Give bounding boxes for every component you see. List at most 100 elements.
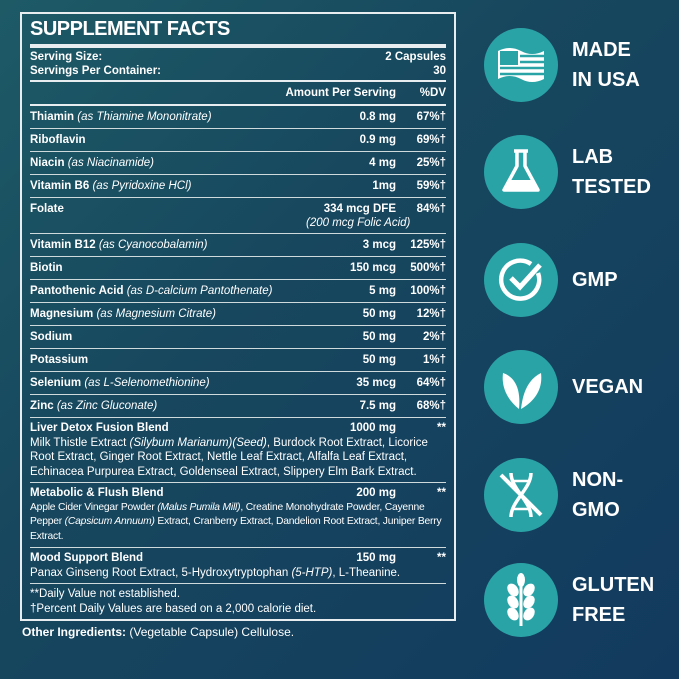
badge-vegan: VEGAN (484, 350, 643, 424)
badge-gmp: GMP (484, 243, 618, 317)
nutrient-row: Magnesium (as Magnesium Citrate) 50 mg 12%… (30, 303, 446, 326)
panel-title: SUPPLEMENT FACTS (30, 14, 446, 48)
serving-info: Serving Size: 2 Capsules Servings Per Con… (30, 48, 446, 82)
blend-name: Liver Detox Fusion Blend (30, 422, 169, 434)
badge-label: GLUTEN FREE (572, 574, 655, 626)
serving-size-label: Serving Size: (30, 51, 103, 63)
nutrient-dv: 69%† (416, 134, 446, 146)
nutrient-row: Vitamin B6 (as Pyridoxine HCl) 1mg 59%† (30, 175, 446, 198)
badge-made: MADE IN USA (484, 28, 640, 102)
badge-label: GMP (572, 269, 618, 291)
badge-label: NON- GMO (572, 469, 624, 521)
blend-dv: ** (437, 552, 446, 564)
nutrient-dv: 84%† (416, 203, 446, 215)
nutrient-row: Biotin 150 mcg 500%† (30, 257, 446, 280)
nutrient-amount: 5 mg (369, 285, 396, 297)
badge-non: NON- GMO (484, 458, 623, 532)
other-ingredients: Other Ingredients: (Vegetable Capsule) C… (20, 625, 456, 639)
nutrient-name: Vitamin B6 (as Pyridoxine HCl) (30, 180, 192, 192)
nutrient-row: Zinc (as Zinc Gluconate) 7.5 mg 68%† (30, 395, 446, 418)
footnote: **Daily Value not established. (30, 588, 181, 600)
nutrient-amount: 50 mg (362, 308, 396, 320)
servings-per-container: 30 (433, 65, 446, 77)
supplement-facts-panel: SUPPLEMENT FACTS Serving Size: 2 Capsules… (20, 12, 456, 621)
badge-label: LAB TESTED (572, 146, 651, 198)
blend-dv: ** (437, 422, 446, 434)
blend-ingredients: Apple Cider Vinegar Powder (Malus Pumila… (30, 501, 442, 542)
nutrient-row: Vitamin B12 (as Cyanocobalamin) 3 mcg 125%… (30, 234, 446, 257)
blend-amount: 200 mg (356, 487, 396, 499)
serving-size: 2 Capsules (385, 51, 446, 63)
nutrient-amount: 4 mg (369, 157, 396, 169)
nutrient-dv: 100%† (410, 285, 446, 297)
blend-row: Mood Support Blend 150 mg ** Panax Ginseng … (30, 548, 446, 584)
blend-row: Metabolic & Flush Blend 200 mg ** Apple Cid… (30, 483, 446, 548)
leaf-icon (484, 350, 558, 424)
blend-amount: 150 mg (356, 552, 396, 564)
nutrient-amount: 0.8 mg (359, 111, 396, 123)
flask-icon (484, 135, 558, 209)
blend-dv: ** (437, 487, 446, 499)
nutrient-amount: 50 mg (362, 331, 396, 343)
nutrient-name: Niacin (as Niacinamide) (30, 157, 154, 169)
badge-gluten: GLUTEN FREE (484, 563, 654, 637)
table-header: Amount Per Serving %DV (30, 82, 446, 106)
nutrient-amount: 7.5 mg (359, 400, 396, 412)
nutrient-name: Folate (30, 203, 64, 215)
check-icon (484, 243, 558, 317)
blend-row: Liver Detox Fusion Blend 1000 mg ** Milk Th… (30, 418, 446, 483)
dna-crossed-icon (484, 458, 558, 532)
nutrient-amount: 1mg (372, 180, 396, 192)
dv-header: %DV (419, 87, 446, 99)
nutrient-dv: 1%† (422, 354, 446, 366)
nutrient-name: Biotin (30, 262, 63, 274)
nutrient-dv: 25%† (416, 157, 446, 169)
other-value: (Vegetable Capsule) Cellulose. (126, 625, 295, 639)
blend-amount: 1000 mg (349, 422, 396, 434)
nutrient-row: Thiamin (as Thiamine Mononitrate) 0.8 mg 6… (30, 106, 446, 129)
blend-ingredients: Panax Ginseng Root Extract, 5-Hydroxytry… (30, 566, 401, 579)
amount-header: Amount Per Serving (285, 87, 396, 99)
nutrient-row: Niacin (as Niacinamide) 4 mg 25%† (30, 152, 446, 175)
badge-label: MADE IN USA (572, 39, 640, 91)
nutrient-name: Vitamin B12 (as Cyanocobalamin) (30, 239, 208, 251)
nutrient-amount: 150 mcg (349, 262, 396, 274)
nutrient-amount: 334 mcg DFE (200 mcg Folic Acid) (306, 203, 411, 229)
blend-name: Metabolic & Flush Blend (30, 487, 164, 499)
us-flag-icon (484, 28, 558, 102)
nutrient-name: Sodium (30, 331, 73, 343)
blend-name: Mood Support Blend (30, 552, 144, 564)
nutrient-row: Folate 334 mcg DFE (200 mcg Folic Acid) 84… (30, 198, 446, 234)
facts-wrapper: SUPPLEMENT FACTS Serving Size: 2 Capsules… (20, 12, 456, 639)
footnotes: **Daily Value not established. †Percent … (30, 584, 446, 619)
nutrient-amount: 35 mcg (356, 377, 396, 389)
nutrient-row: Potassium 50 mg 1%† (30, 349, 446, 372)
nutrient-dv: 68%† (416, 400, 446, 412)
nutrient-name: Zinc (as Zinc Gluconate) (30, 400, 158, 412)
wheat-icon (484, 563, 558, 637)
nutrient-amount: 50 mg (362, 354, 396, 366)
footnote: †Percent Daily Values are based on a 2,0… (30, 602, 317, 615)
nutrient-name: Potassium (30, 354, 89, 366)
nutrient-name: Selenium (as L-Selenomethionine) (30, 377, 210, 389)
servings-per-container-label: Servings Per Container: (30, 65, 162, 77)
nutrient-row: Selenium (as L-Selenomethionine) 35 mcg 64… (30, 372, 446, 395)
other-label: Other Ingredients: (22, 625, 127, 639)
nutrient-row: Sodium 50 mg 2%† (30, 326, 446, 349)
nutrient-row: Riboflavin 0.9 mg 69%† (30, 129, 446, 152)
nutrient-dv: 125%† (410, 239, 446, 251)
badge-lab: LAB TESTED (484, 135, 651, 209)
nutrient-dv: 2%† (422, 331, 446, 343)
nutrient-name: Pantothenic Acid (as D-calcium Pantothen… (30, 285, 273, 297)
nutrient-name: Riboflavin (30, 134, 86, 146)
nutrient-dv: 64%† (416, 377, 446, 389)
nutrient-dv: 59%† (416, 180, 446, 192)
nutrient-dv: 67%† (416, 111, 446, 123)
nutrient-name: Magnesium (as Magnesium Citrate) (30, 308, 216, 320)
nutrient-name: Thiamin (as Thiamine Mononitrate) (30, 111, 212, 123)
blend-ingredients: Milk Thistle Extract (Silybum Marianum)(… (30, 436, 428, 478)
badge-label: VEGAN (572, 376, 644, 398)
nutrient-row: Pantothenic Acid (as D-calcium Pantothen… (30, 280, 446, 303)
nutrient-amount: 0.9 mg (359, 134, 396, 146)
nutrient-dv: 12%† (416, 308, 446, 320)
